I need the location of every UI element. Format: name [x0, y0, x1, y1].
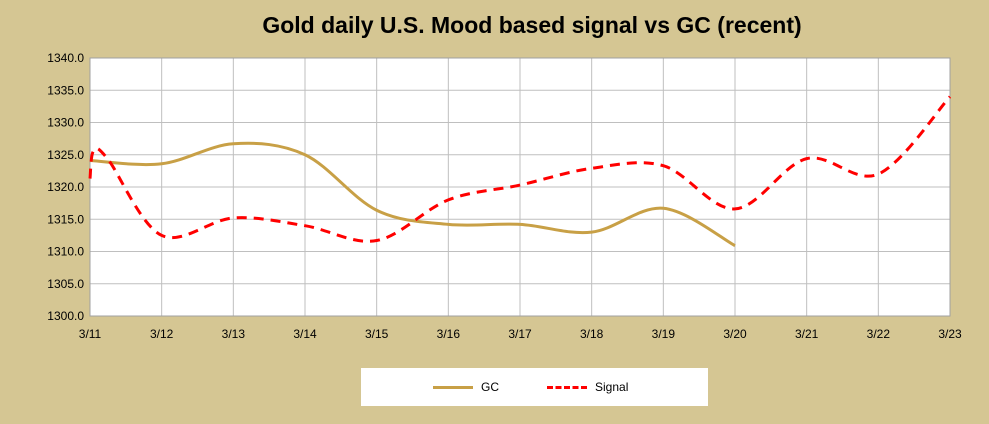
- legend-label-signal: Signal: [595, 380, 629, 394]
- x-tick-label: 3/22: [867, 327, 891, 341]
- x-tick-label: 3/16: [437, 327, 461, 341]
- x-tick-label: 3/18: [580, 327, 604, 341]
- legend-label-gc: GC: [481, 380, 499, 394]
- y-tick-label: 1315.0: [47, 212, 84, 226]
- legend-item-signal: Signal: [547, 368, 628, 406]
- chart-title: Gold daily U.S. Mood based signal vs GC …: [262, 12, 802, 38]
- legend-swatch-gc: [433, 385, 473, 389]
- y-tick-label: 1320.0: [47, 180, 84, 194]
- legend-swatch-signal: [547, 385, 587, 389]
- x-tick-label: 3/17: [508, 327, 532, 341]
- y-tick-label: 1340.0: [47, 51, 84, 65]
- x-tick-label: 3/12: [150, 327, 174, 341]
- y-tick-label: 1300.0: [47, 309, 84, 323]
- x-tick-label: 3/19: [652, 327, 676, 341]
- x-tick-label: 3/23: [938, 327, 962, 341]
- x-tick-label: 3/11: [79, 327, 102, 341]
- series-layer: [88, 95, 952, 248]
- y-tick-label: 1330.0: [47, 116, 84, 130]
- series-line-gc: [89, 141, 736, 248]
- vertical-gridlines: [89, 58, 951, 316]
- x-axis-ticks: 3/11 3/12 3/13 3/14 3/15 3/16 3/17 3/18 3/19 3/20…: [79, 327, 962, 341]
- y-axis-ticks: 1300.0 1305.0 1310.0 1315.0 1320.0 1325.0 1330…: [47, 51, 84, 323]
- y-tick-label: 1305.0: [47, 277, 84, 291]
- x-tick-label: 3/13: [222, 327, 246, 341]
- series-line-signal: [88, 95, 952, 243]
- x-tick-label: 3/14: [293, 327, 317, 341]
- y-tick-label: 1325.0: [47, 148, 84, 162]
- y-tick-label: 1310.0: [47, 245, 84, 259]
- legend: GC Signal: [361, 368, 708, 406]
- legend-item-gc: GC: [433, 368, 499, 406]
- plot-border: [89, 57, 951, 317]
- x-tick-label: 3/20: [723, 327, 747, 341]
- x-tick-label: 3/21: [795, 327, 819, 341]
- x-tick-label: 3/15: [365, 327, 389, 341]
- y-tick-label: 1335.0: [47, 83, 84, 97]
